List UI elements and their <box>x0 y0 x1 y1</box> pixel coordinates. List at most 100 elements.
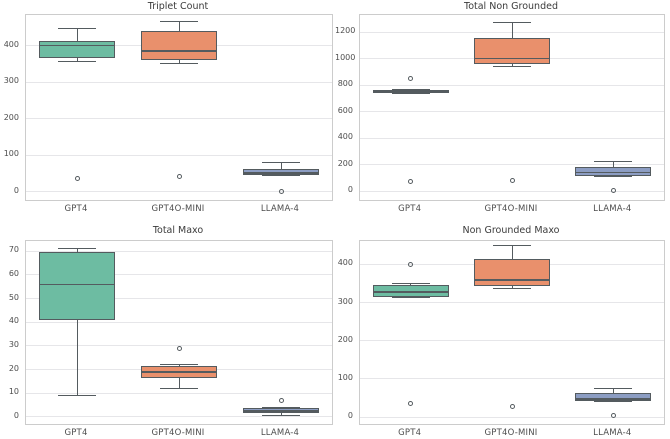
y-tick-label: 40 <box>8 316 19 326</box>
whisker-cap <box>261 414 301 416</box>
plot-title: Total Non Grounded <box>464 1 558 12</box>
whisker-cap <box>391 89 430 91</box>
gridline <box>360 416 664 418</box>
y-tick-label: 300 <box>3 76 19 86</box>
whisker-cap <box>57 28 97 30</box>
y-tick-label: 800 <box>337 79 353 89</box>
gridline <box>26 416 332 418</box>
whisker-cap <box>391 297 430 299</box>
plot-area <box>25 240 333 425</box>
whisker-cap <box>57 395 97 397</box>
gridline <box>26 154 332 156</box>
whisker-cap <box>493 288 531 290</box>
median-line <box>575 171 652 174</box>
x-tick-label: GPT4 <box>398 204 422 214</box>
gridline <box>360 137 664 139</box>
gridline <box>26 321 332 323</box>
whisker-cap <box>159 62 199 64</box>
median-line <box>140 371 218 373</box>
whisker <box>280 162 282 170</box>
outlier-point <box>278 188 284 194</box>
y-tick-label: 300 <box>337 296 353 306</box>
box <box>38 40 116 59</box>
outlier-point <box>610 187 616 193</box>
y-tick-label: 1000 <box>335 52 356 62</box>
gridline <box>26 81 332 83</box>
outlier-point <box>610 413 616 419</box>
y-tick-label: 10 <box>8 387 19 397</box>
whisker <box>612 388 614 393</box>
gridline <box>360 340 664 342</box>
whisker-cap <box>261 175 301 176</box>
whisker-cap <box>493 65 531 67</box>
outlier-point <box>176 174 182 180</box>
whisker <box>178 59 180 64</box>
gridline <box>26 392 332 394</box>
median-line <box>372 90 449 93</box>
x-tick-label: LLAMA-4 <box>593 428 632 438</box>
median-line <box>140 50 218 52</box>
y-tick-label: 0 <box>347 411 353 421</box>
gridline <box>26 250 332 252</box>
whisker-cap <box>159 21 199 23</box>
whisker <box>511 245 513 259</box>
outlier-point <box>408 178 414 184</box>
plot-title: Triplet Count <box>147 1 209 12</box>
plot-area <box>25 14 333 201</box>
gridline <box>26 274 332 276</box>
whisker <box>76 248 78 253</box>
whisker-cap <box>594 400 633 402</box>
whisker-cap <box>391 283 430 285</box>
median-line <box>242 410 320 412</box>
outlier-point <box>408 76 414 82</box>
y-tick-label: 200 <box>3 112 19 122</box>
subplot-triplet-count: Triplet Count 0 100 200 300 400 GPT4 GPT4O-MIN… <box>0 0 335 220</box>
y-tick-label: 200 <box>337 158 353 168</box>
box <box>575 166 652 176</box>
whisker-cap <box>493 21 531 23</box>
gridline <box>360 111 664 113</box>
median-line <box>575 398 652 400</box>
gridline <box>360 164 664 166</box>
x-tick-label: LLAMA-4 <box>593 204 632 214</box>
x-tick-label: LLAMA-4 <box>260 428 300 438</box>
whisker-cap <box>261 162 301 164</box>
y-tick-label: 0 <box>13 185 19 195</box>
y-tick-label: 1200 <box>335 26 356 36</box>
box <box>140 31 218 60</box>
whisker-cap <box>57 60 97 62</box>
y-tick-label: 30 <box>8 339 19 349</box>
outlier-point <box>176 345 182 351</box>
whisker-cap <box>57 248 97 250</box>
y-tick-label: 400 <box>337 132 353 142</box>
whisker-cap <box>159 387 199 389</box>
median-line <box>474 57 550 60</box>
gridline <box>360 378 664 380</box>
whisker-cap <box>594 175 633 177</box>
gridline <box>360 302 664 303</box>
y-tick-label: 50 <box>8 292 19 302</box>
median-line <box>242 172 320 174</box>
median-line <box>38 45 116 47</box>
whisker-cap <box>594 388 633 390</box>
whisker <box>76 28 78 41</box>
whisker <box>178 377 180 389</box>
x-tick-label: GPT4 <box>398 428 422 438</box>
outlier-point <box>408 262 414 268</box>
median-line <box>38 283 116 285</box>
box <box>474 37 550 65</box>
gridline <box>26 298 332 300</box>
x-tick-label: GPT4O-MINI <box>151 428 205 438</box>
y-tick-label: 400 <box>3 39 19 49</box>
whisker <box>511 22 513 38</box>
outlier-point <box>408 400 414 406</box>
x-tick-label: GPT4O-MINI <box>151 204 205 214</box>
y-tick-label: 0 <box>13 410 19 420</box>
gridline <box>26 118 332 120</box>
subplot-non-grounded-maxo: Non Grounded Maxo 0 100 200 300 400 GPT4 GPT4O… <box>335 220 670 439</box>
y-tick-label: 100 <box>337 372 353 382</box>
y-tick-label: 60 <box>8 268 19 278</box>
outlier-point <box>74 175 80 181</box>
outlier-point <box>278 397 284 403</box>
